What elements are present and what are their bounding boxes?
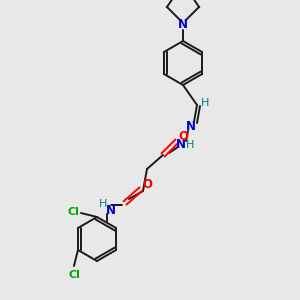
Text: Cl: Cl <box>68 270 80 280</box>
Text: N: N <box>176 139 186 152</box>
Text: H: H <box>186 140 194 150</box>
Text: Cl: Cl <box>67 207 79 217</box>
Text: N: N <box>178 19 188 32</box>
Text: O: O <box>178 130 188 143</box>
Text: H: H <box>99 199 107 209</box>
Text: N: N <box>106 203 116 217</box>
Text: O: O <box>142 178 152 191</box>
Text: N: N <box>186 121 196 134</box>
Text: H: H <box>201 98 209 108</box>
